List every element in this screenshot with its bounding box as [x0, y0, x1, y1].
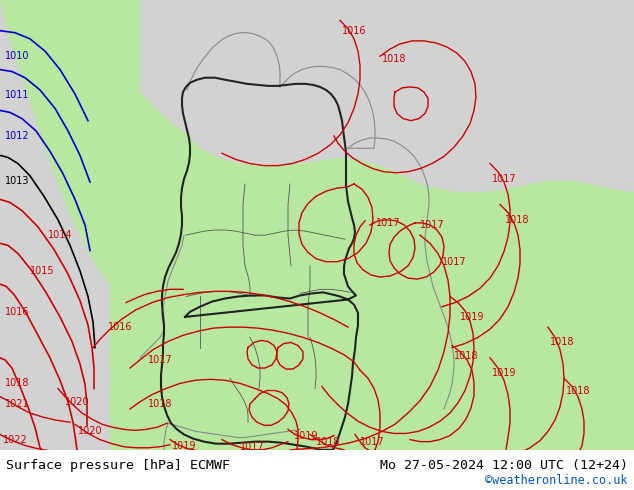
Text: 1017: 1017: [420, 220, 444, 230]
Text: 1018: 1018: [148, 399, 172, 409]
Text: 1020: 1020: [78, 426, 103, 437]
Text: 1020: 1020: [65, 397, 89, 407]
Text: 1017: 1017: [376, 218, 401, 228]
Text: 1017: 1017: [492, 174, 517, 184]
Text: 1018: 1018: [454, 351, 479, 361]
Text: 1018: 1018: [316, 437, 340, 447]
Text: 1019: 1019: [460, 312, 484, 322]
Text: 1012: 1012: [5, 131, 30, 141]
Polygon shape: [0, 0, 120, 450]
Text: Surface pressure [hPa] ECMWF: Surface pressure [hPa] ECMWF: [6, 460, 230, 472]
Text: 1017: 1017: [148, 355, 172, 365]
Text: 1011: 1011: [5, 90, 30, 100]
Text: 1017: 1017: [442, 257, 467, 267]
Text: Mo 27-05-2024 12:00 UTC (12+24): Mo 27-05-2024 12:00 UTC (12+24): [380, 460, 628, 472]
Text: 1022: 1022: [3, 435, 28, 444]
Text: 1019: 1019: [294, 431, 318, 441]
Text: 1010: 1010: [5, 51, 30, 61]
Text: 1016: 1016: [5, 307, 30, 317]
Text: 1018: 1018: [382, 54, 406, 64]
Polygon shape: [140, 0, 634, 192]
Text: 1013: 1013: [5, 176, 30, 186]
Polygon shape: [0, 0, 110, 450]
Text: 1018: 1018: [5, 378, 30, 389]
Text: 1017: 1017: [360, 437, 385, 447]
Text: 1015: 1015: [30, 266, 55, 276]
Text: 1018: 1018: [505, 215, 529, 225]
Text: 1019: 1019: [172, 441, 197, 451]
Text: 1014: 1014: [48, 230, 72, 240]
Text: 1019: 1019: [492, 368, 517, 378]
Text: ©weatheronline.co.uk: ©weatheronline.co.uk: [485, 474, 628, 487]
Text: 1018: 1018: [566, 386, 590, 395]
Text: 1016: 1016: [108, 322, 133, 332]
Text: 1017: 1017: [240, 442, 264, 452]
Text: 1018: 1018: [550, 338, 574, 347]
Text: 1021: 1021: [5, 399, 30, 409]
Text: 1016: 1016: [342, 25, 366, 36]
